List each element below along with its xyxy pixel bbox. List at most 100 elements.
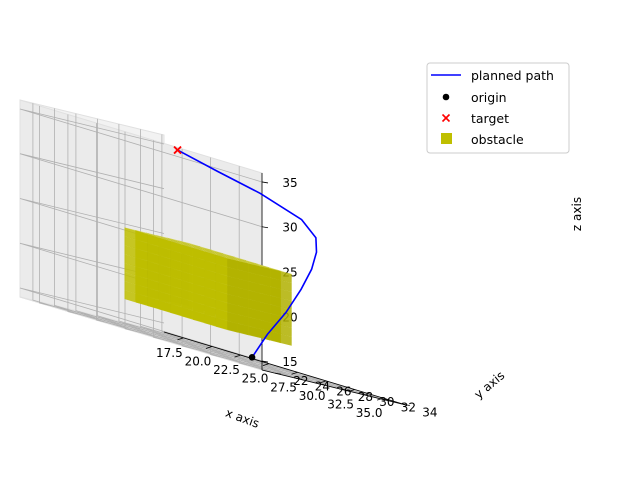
cube-face-front <box>170 303 182 317</box>
cube-face-side <box>238 261 249 273</box>
cube-face-front <box>147 243 159 256</box>
cube-face-top <box>223 254 246 261</box>
cube-face-top <box>190 244 213 251</box>
cube-face-front <box>215 299 228 313</box>
cube-face-top <box>192 247 215 254</box>
cube-face-side <box>270 322 281 335</box>
cube-face-front <box>181 253 193 266</box>
cube-face-side <box>227 321 238 333</box>
cube-face-front <box>215 290 228 304</box>
cube-face-side <box>281 289 292 301</box>
cube-face-top <box>215 254 238 261</box>
x-tick-mark <box>234 354 241 358</box>
cube-face-front <box>158 291 171 304</box>
cube-face-top <box>213 252 236 259</box>
cube-face-side <box>227 267 238 279</box>
cube-face-front <box>147 279 159 292</box>
cube-face-front <box>193 257 205 270</box>
legend-label-obstacle: obstacle <box>471 132 524 147</box>
cube-face-top <box>168 239 191 246</box>
origin-marker <box>248 353 256 361</box>
z-tick-label: 15 <box>282 355 297 369</box>
cube-face-top <box>212 250 235 257</box>
cube-face-front <box>181 271 193 284</box>
cube-face-front <box>147 270 159 283</box>
cube-face-side <box>281 334 292 346</box>
cube-face-side <box>238 323 249 336</box>
cube-face-top <box>204 251 227 258</box>
y-tick-mark <box>403 404 410 406</box>
legend-label-origin: origin <box>471 90 507 105</box>
cube-face-top <box>178 240 201 247</box>
cube-face-side <box>270 277 281 290</box>
cube-face-front <box>135 284 148 297</box>
z-tick-mark <box>261 360 269 363</box>
grid-line-y <box>54 108 297 379</box>
cube-face-front <box>147 234 159 247</box>
x-tick-mark <box>205 346 213 349</box>
cube-face-front <box>158 237 171 251</box>
cube-face-front <box>193 292 205 306</box>
cube-face-front <box>147 261 159 274</box>
cube-face-top <box>201 247 224 254</box>
cube-face-front <box>124 236 136 249</box>
cube-face-side <box>227 276 238 288</box>
cube-face-top <box>248 262 271 269</box>
cube-face-side <box>281 280 292 292</box>
cube-face-front <box>124 254 136 267</box>
cube-face-front <box>124 281 136 294</box>
cube-face-side <box>227 285 238 297</box>
grid-line-z <box>19 287 263 362</box>
cube-face-top <box>246 261 269 268</box>
cube-face-front <box>204 296 216 309</box>
cube-face-front <box>135 275 148 288</box>
cube-face-top <box>158 236 181 243</box>
planned-path-line <box>177 149 318 358</box>
cube-face-side <box>259 302 271 314</box>
x-tick-mark <box>262 363 270 367</box>
cube-face-side <box>248 299 260 311</box>
cube-face-front <box>181 280 193 293</box>
y-tick-mark <box>317 383 324 385</box>
cube-face-top <box>178 241 202 248</box>
cube-face-side <box>238 278 249 291</box>
cube-face-front <box>193 283 205 297</box>
cube-face-side <box>281 325 292 337</box>
cube-face-side <box>248 326 260 338</box>
cube-face-top <box>189 243 212 250</box>
cube-face-front <box>158 246 171 260</box>
x-tick-label: 35.0 <box>356 406 383 420</box>
cube-face-front <box>124 263 136 276</box>
cube-face-front <box>135 239 148 253</box>
cube-face-top <box>203 250 226 257</box>
cube-face-top <box>214 253 237 260</box>
legend-frame <box>426 62 570 154</box>
cube-face-side <box>259 275 271 287</box>
cube-face-top <box>181 244 204 251</box>
cube-face-top <box>179 242 202 249</box>
cube-face-side <box>238 287 249 300</box>
cube-face-side <box>270 304 281 317</box>
cube-face-top <box>202 249 225 255</box>
y-tick-mark <box>382 398 389 401</box>
x-tick-mark <box>177 337 184 341</box>
cube-face-top <box>146 232 169 239</box>
series-layer <box>173 145 318 361</box>
cube-face-top <box>156 235 179 242</box>
cube-face-top <box>201 248 224 255</box>
y-tick-mark <box>274 372 281 375</box>
cube-face-side <box>270 286 281 299</box>
cube-face-top <box>203 249 226 256</box>
cube-face-front <box>193 301 205 315</box>
y-tick-mark <box>339 388 346 391</box>
cube-face-side <box>227 258 238 270</box>
cube-face-side <box>248 308 260 320</box>
cube-face-front <box>158 282 171 295</box>
cube-face-front <box>170 241 182 254</box>
cube-face-front <box>170 277 182 290</box>
cube-face-side <box>259 266 271 278</box>
cube-face-front <box>135 230 148 244</box>
y-tick-label: 24 <box>315 379 330 393</box>
cube-face-top <box>258 264 281 271</box>
cube-face-side <box>259 311 271 323</box>
